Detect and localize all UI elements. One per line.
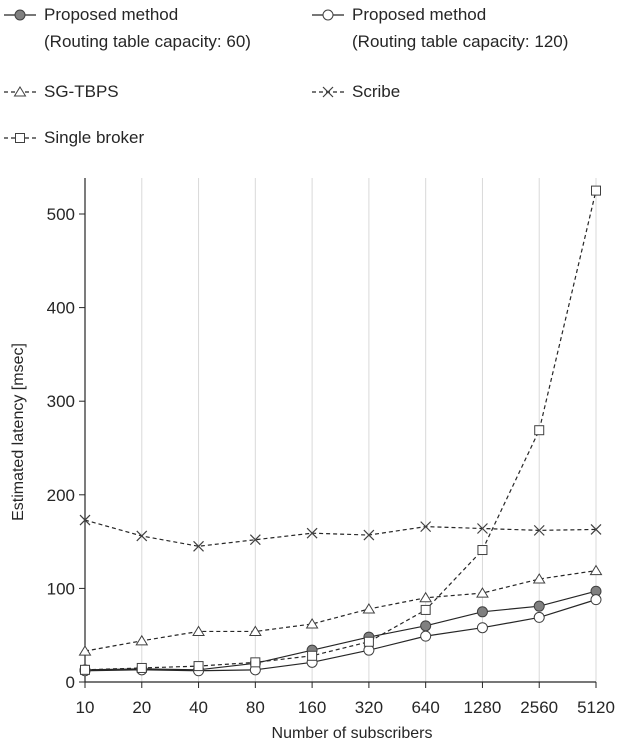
point-proposed-60-1280 (476, 606, 488, 618)
legend-label-proposed-120: Proposed method (352, 5, 486, 24)
point-single-broker-2560 (534, 425, 545, 436)
x-tick-label-160: 160 (298, 698, 326, 717)
point-scribe-640 (420, 521, 432, 533)
x-tick-label-5120: 5120 (577, 698, 615, 717)
series-proposed-60 (79, 585, 602, 676)
series-proposed-120 (79, 594, 602, 677)
point-single-broker-10 (80, 664, 90, 675)
point-proposed-120-1280 (476, 622, 488, 634)
legend-sublabel-proposed-60: (Routing table capacity: 60) (44, 32, 251, 51)
point-proposed-120-2560 (533, 611, 545, 623)
series-layer (78, 185, 603, 677)
point-sg-tbps-20 (135, 634, 149, 646)
point-scribe-40 (193, 540, 204, 552)
y-tick-label-500: 500 (47, 205, 75, 224)
point-sg-tbps-80 (248, 625, 262, 636)
y-tick-label-200: 200 (47, 486, 75, 505)
point-sg-tbps-40 (192, 625, 205, 636)
point-proposed-120-640 (420, 630, 432, 642)
point-sg-tbps-5120 (589, 564, 603, 576)
legend-label-sg-tbps: SG-TBPS (44, 82, 119, 101)
legend-marker-single-broker (15, 133, 25, 143)
legend-item-scribe: Scribe (312, 82, 400, 101)
point-single-broker-640 (420, 604, 431, 615)
series-scribe (79, 514, 602, 552)
legend-marker-proposed-120 (322, 9, 334, 21)
point-single-broker-80 (250, 657, 261, 668)
x-tick-label-80: 80 (246, 698, 265, 717)
series-line-sg-tbps (84, 570, 597, 652)
x-tick-label-320: 320 (355, 698, 383, 717)
legend-label-scribe: Scribe (352, 82, 400, 101)
legend-marker-proposed-60 (14, 9, 26, 21)
x-tick-label-10: 10 (76, 698, 95, 717)
point-sg-tbps-1280 (476, 587, 489, 598)
series-single-broker (80, 185, 601, 675)
series-line-single-broker (84, 190, 597, 671)
point-single-broker-1280 (477, 545, 488, 556)
axes: 0 100 200 300 400 500 10 20 40 80 160 320 640 1280 256… (47, 178, 615, 717)
x-tick-label-1280: 1280 (464, 698, 502, 717)
legend-marker-scribe (322, 86, 334, 98)
series-line-proposed-120 (84, 599, 597, 672)
point-sg-tbps-640 (419, 591, 433, 603)
point-proposed-60-640 (420, 620, 432, 632)
point-sg-tbps-2560 (532, 573, 546, 584)
point-proposed-120-5120 (590, 594, 602, 606)
point-scribe-2560 (533, 524, 545, 536)
legend-sublabel-proposed-120: (Routing table capacity: 120) (352, 32, 568, 51)
point-scribe-320 (363, 529, 375, 541)
point-single-broker-5120 (591, 185, 601, 196)
x-tick-label-20: 20 (132, 698, 151, 717)
point-single-broker-160 (307, 650, 318, 661)
legend-item-sg-tbps: SG-TBPS (4, 82, 119, 101)
point-sg-tbps-10 (78, 645, 92, 656)
x-tick-label-640: 640 (411, 698, 439, 717)
point-scribe-5120 (590, 524, 602, 535)
legend-marker-sg-tbps (13, 86, 27, 97)
point-scribe-10 (79, 514, 91, 526)
point-scribe-1280 (477, 523, 488, 534)
y-axis-label: Estimated latency [msec] (10, 343, 27, 521)
point-scribe-80 (249, 534, 261, 546)
x-tick-label-2560: 2560 (520, 698, 558, 717)
legend-item-proposed-60: Proposed method (Routing table capacity: … (4, 5, 251, 51)
point-single-broker-40 (193, 661, 204, 672)
point-single-broker-320 (363, 636, 374, 647)
x-axis-label: Number of subscribers (272, 725, 433, 742)
y-tick-label-100: 100 (47, 579, 75, 598)
point-scribe-20 (136, 530, 148, 542)
y-tick-label-0: 0 (66, 673, 75, 692)
legend-item-proposed-120: Proposed method (Routing table capacity: … (312, 5, 568, 51)
y-tick-label-300: 300 (47, 392, 75, 411)
legend-label-proposed-60: Proposed method (44, 5, 178, 24)
point-single-broker-20 (136, 662, 147, 673)
series-sg-tbps (78, 564, 603, 656)
legend-label-single-broker: Single broker (44, 128, 145, 147)
series-line-scribe (84, 519, 597, 547)
point-scribe-160 (306, 527, 318, 539)
x-tick-label-40: 40 (189, 698, 208, 717)
point-proposed-60-2560 (533, 600, 545, 612)
series-line-proposed-60 (84, 590, 597, 671)
y-tick-label-400: 400 (47, 299, 75, 318)
legend-item-single-broker: Single broker (4, 128, 145, 147)
point-sg-tbps-160 (305, 618, 319, 629)
point-sg-tbps-320 (362, 603, 376, 614)
legend: Proposed method (Routing table capacity: … (4, 5, 568, 147)
